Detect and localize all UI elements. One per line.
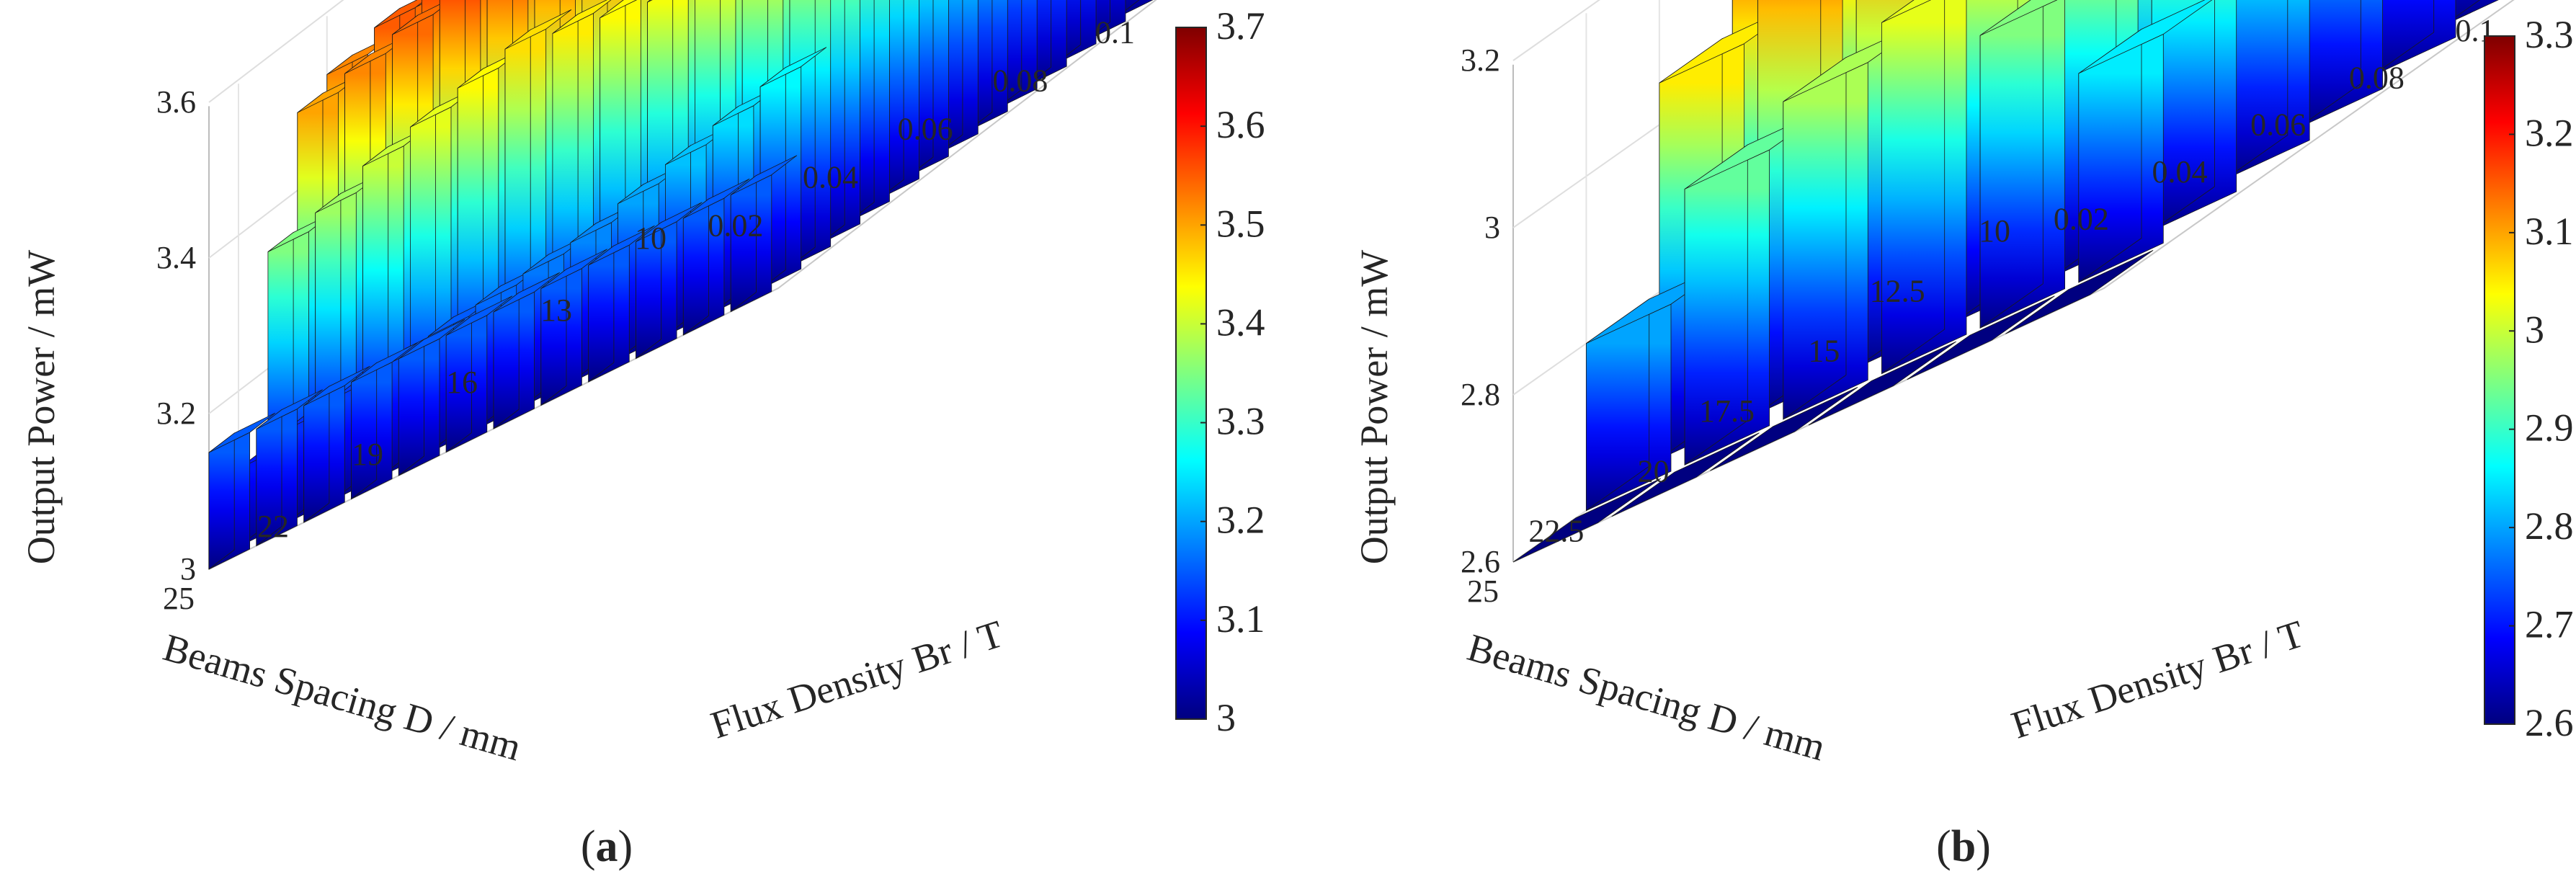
y-tick-label: 0.08 [992,63,1048,99]
y-tick-label: 0.02 [2054,201,2109,236]
colorbar-a [1175,27,1207,720]
bar [2371,0,2456,77]
x-tick-label: 10 [1979,213,2010,249]
y-tick-label: 0.04 [2152,154,2208,190]
x-tick-label: 20 [1638,453,1670,489]
bar [2297,0,2384,129]
y-axis-label-a: Flux Density Br / T [705,612,1008,746]
y-tick-label: 0.08 [2349,60,2405,95]
colorbar-tick-label: 3.3 [1216,400,1265,443]
x-tick-label: 19 [352,437,383,472]
bar [2224,0,2310,180]
z-tick-label: 2.6 [1461,544,1500,579]
bar [540,249,607,406]
colorbar-tick-label: 3.4 [1216,300,1265,344]
colorbar-tick-label: 2.7 [2525,603,2574,646]
bar [398,318,465,476]
y-tick-label: 0.06 [2250,107,2306,143]
bar [2005,250,2154,334]
bar [588,225,655,383]
bar [1907,295,2055,380]
x-tick-label: 25 [163,581,195,616]
panel-caption-b: (b) [1936,822,1991,871]
colorbar-tick-label: 2.9 [2525,406,2574,450]
x-tick-label: 22 [257,509,289,544]
bar [208,412,276,570]
x-tick-label: 22.5 [1528,514,1584,549]
bar [730,155,798,313]
x-tick-label: 16 [446,365,478,400]
bar [1710,387,1858,471]
y-tick-label: 0.02 [708,208,763,244]
panel-caption-a: (a) [581,822,633,871]
chart-panel-b: 2.6 2.8 3 3.2 25 22.5 20 17.5 15 12.5 10 0.02 0.04 0.… [1352,0,2576,871]
colorbar-tick-label: 3.1 [1216,597,1265,641]
bar [1512,478,1662,563]
bar-group-b [1512,0,2499,563]
colorbar-tick-label: 3 [2525,308,2544,351]
y-axis-label-b: Flux Density Br / T [2006,612,2309,746]
x-tick-label: 15 [1808,334,1840,369]
colorbar-tick-label: 3.1 [2525,210,2574,253]
bar [1979,0,2066,329]
bar [1808,341,1957,426]
bar [1611,432,1760,517]
x-tick-label: 10 [635,220,667,256]
bar [1783,17,1931,420]
y-tick-label: 0.06 [898,112,953,147]
z-axis-label-a: Output Power / mW [19,250,63,564]
x-axis-label-a: Beams Spacing D / mm [159,625,526,769]
y-tick-label: 0.04 [803,160,858,195]
z-tick-label: 3.6 [156,84,196,120]
colorbar-tick-label: 3 [1216,696,1236,739]
colorbar-tick-label: 2.8 [2525,504,2574,548]
z-tick-label: 3.4 [156,240,196,275]
bar [2078,0,2213,283]
colorbar-tick-label: 3.5 [1216,202,1265,245]
bar [682,178,750,336]
bar [2151,0,2237,232]
colorbar-tick-label: 3.2 [2525,111,2574,154]
colorbar-ticks-b: 2.6 2.7 2.8 2.9 3 3.1 3.2 3.3 [2509,13,2574,744]
z-tick-label: 3.2 [1461,43,1500,78]
z-axis-label-b: Output Power / mW [1352,250,1396,564]
x-axis-label-b: Beams Spacing D / mm [1463,625,1830,769]
tick-labels-b: 2.6 2.8 3 3.2 25 22.5 20 17.5 15 12.5 10 0.02 0.04 0.… [1461,0,2576,609]
y-tick-label: 0.1 [1095,15,1135,50]
x-tick-label: 17.5 [1699,393,1755,429]
colorbar-tick-label: 3.2 [1216,499,1265,542]
bar [256,389,323,547]
colorbar-tick-label: 3.3 [2525,13,2574,56]
z-tick-label: 2.8 [1461,377,1500,412]
colorbar-ticks-a: 3 3.1 3.2 3.3 3.4 3.5 3.6 3.7 [1200,4,1265,739]
z-tick-label: 3.2 [156,396,196,431]
colorbar-b [2484,35,2515,725]
colorbar-tick-label: 2.6 [2525,701,2574,744]
x-tick-label: 25 [1467,574,1499,609]
bar [493,272,561,429]
colorbar-tick-label: 3.6 [1216,103,1265,146]
bar [351,342,418,500]
bar [1881,0,1967,375]
bar-group-a [208,0,1154,570]
x-tick-label: 13 [540,293,572,328]
y-tick-label: 0.12 [1182,0,1238,2]
chart-panel-a: 3 3.2 3.4 3.6 25 22 19 16 13 10 0.02 0.04 0.06 0.08 0.… [19,0,1265,871]
colorbar-tick-label: 3.7 [1216,4,1265,48]
x-tick-label: 12.5 [1870,273,1925,308]
bar [445,295,513,453]
bar [303,365,370,523]
z-tick-label: 3 [1484,210,1500,245]
y-tick-label: 0.12 [2546,0,2576,1]
bar [636,202,703,360]
tick-labels-a: 3 3.2 3.4 3.6 25 22 19 16 13 10 0.02 0.04 0.06 0.08 0.… [156,0,1238,616]
z-tick-label: 3 [180,551,196,587]
